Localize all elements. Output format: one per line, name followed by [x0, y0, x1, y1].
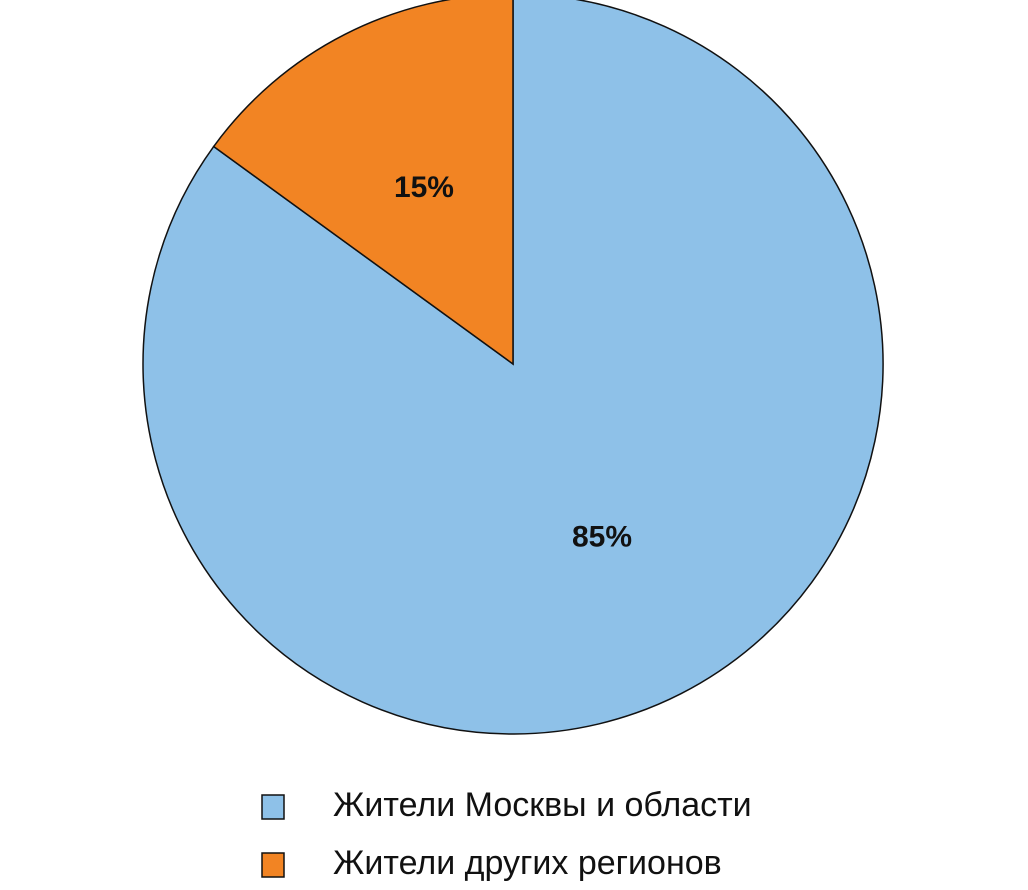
pie-slice	[142, 0, 884, 735]
data-label: 15%	[394, 171, 454, 204]
legend-swatch	[261, 794, 285, 820]
legend-swatch	[261, 852, 285, 878]
legend-label: Жители других регионов	[333, 844, 722, 882]
pie-slice	[212, 0, 514, 366]
data-label: 85%	[572, 521, 632, 554]
legend-label: Жители Москвы и области	[333, 786, 752, 824]
